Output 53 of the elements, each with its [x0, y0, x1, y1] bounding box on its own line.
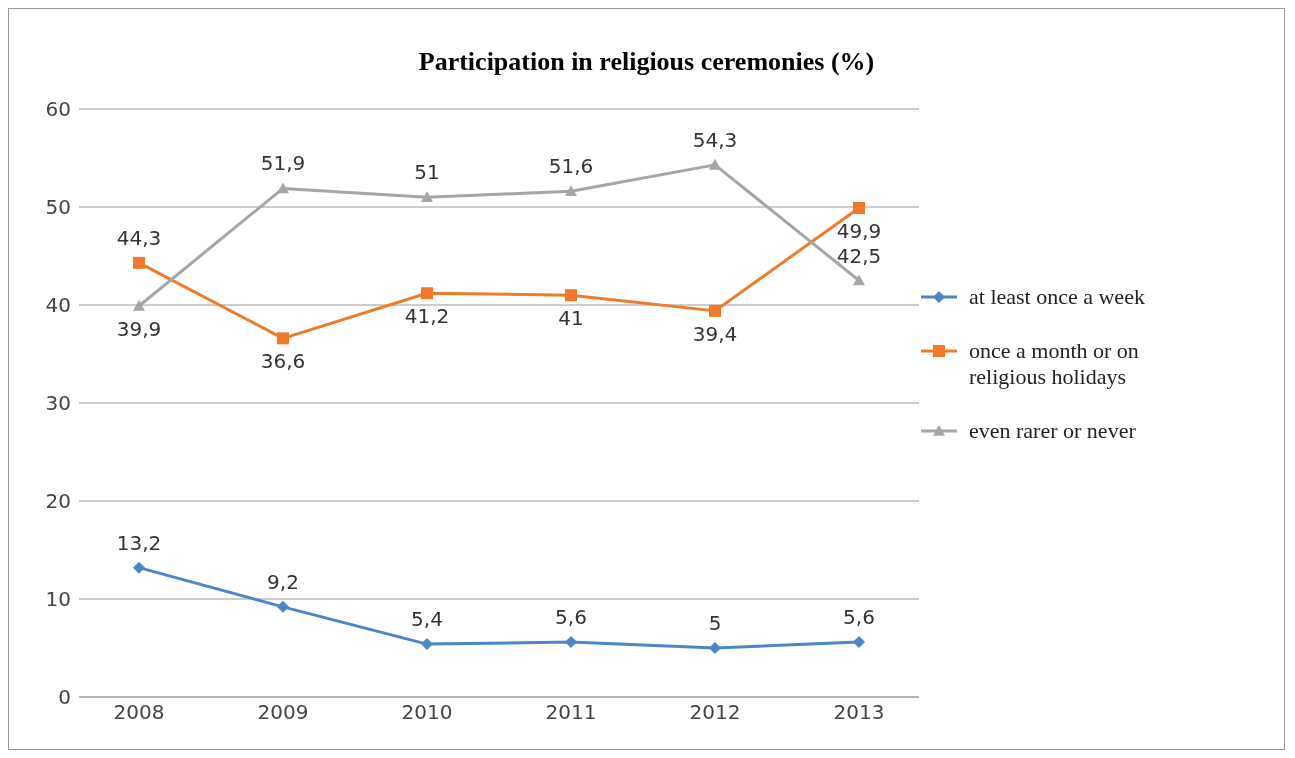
- point: [421, 638, 433, 651]
- data-label: 42,5: [836, 243, 882, 268]
- y-tick-label: 0: [58, 685, 71, 710]
- chart-title: Participation in religious ceremonies (%): [417, 47, 876, 77]
- y-tick-label: 40: [45, 293, 71, 318]
- data-label: 36,6: [260, 349, 306, 374]
- x-tick-label: 2009: [257, 700, 309, 725]
- x-tick-label: 2011: [545, 700, 597, 725]
- point: [277, 332, 289, 345]
- data-label: 51,6: [548, 154, 594, 179]
- y-tick-label: 20: [45, 489, 71, 514]
- point: [853, 636, 865, 649]
- legend-label: once a month or on religious holidays: [969, 338, 1140, 390]
- data-label: 54,3: [692, 127, 738, 152]
- data-label: 5,6: [843, 605, 875, 630]
- data-label: 41: [558, 306, 584, 331]
- point: [853, 274, 865, 286]
- point: [133, 299, 145, 311]
- data-label: 44,3: [116, 225, 162, 250]
- point: [565, 289, 577, 302]
- legend-label: even rarer or never: [969, 418, 1136, 444]
- point: [709, 642, 721, 654]
- x-tick-label: 2008: [113, 700, 165, 725]
- data-label: 51,9: [260, 151, 306, 176]
- point: [565, 636, 577, 649]
- x-tick-label: 2010: [401, 700, 453, 725]
- point: [133, 561, 145, 574]
- x-tick-label: 2013: [833, 700, 885, 725]
- data-label: 39,9: [116, 316, 162, 341]
- point: [133, 256, 145, 269]
- legend-label: at least once a week: [969, 284, 1145, 310]
- y-tick-label: 10: [45, 587, 71, 612]
- data-label: 41,2: [404, 304, 450, 329]
- y-tick-label: 50: [45, 195, 71, 220]
- data-label: 13,2: [116, 530, 162, 555]
- x-tick-label: 2012: [689, 700, 741, 725]
- data-label: 49,9: [836, 218, 882, 243]
- point: [565, 185, 577, 197]
- y-tick-label: 60: [45, 97, 71, 122]
- point: [709, 158, 721, 170]
- point: [853, 201, 865, 214]
- data-label: 39,4: [692, 321, 738, 346]
- data-label: 5: [708, 611, 722, 635]
- y-tick-label: 30: [45, 391, 71, 416]
- point: [277, 600, 289, 613]
- point: [277, 182, 289, 194]
- data-label: 5,4: [411, 607, 443, 632]
- data-label: 51: [414, 160, 440, 185]
- data-label: 9,2: [267, 569, 299, 594]
- point: [709, 304, 721, 317]
- point: [421, 191, 433, 202]
- data-label: 5,6: [555, 605, 587, 630]
- point: [421, 287, 433, 300]
